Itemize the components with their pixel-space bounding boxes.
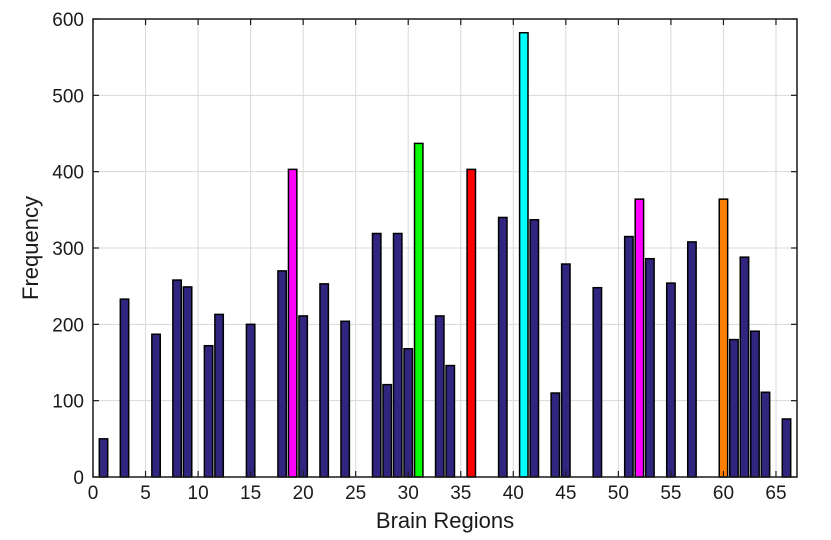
x-tick-label: 40 — [503, 483, 524, 504]
x-tick-label: 60 — [713, 483, 734, 504]
ticks: 0 5 10 15 20 25 30 35 40 45 50 55 60 65 0 100 200 300 400 5… — [52, 10, 797, 504]
bar-region-15 — [245, 323, 256, 478]
bar-region-31 — [413, 142, 424, 478]
bars — [98, 31, 792, 478]
x-tick-label: 50 — [608, 483, 629, 504]
bar-region-28 — [382, 383, 393, 478]
x-tick-label: 25 — [345, 483, 366, 504]
x-tick-label: 55 — [660, 483, 681, 504]
y-tick-label: 100 — [52, 392, 84, 413]
bar-region-39 — [497, 216, 508, 478]
y-tick-label: 0 — [73, 468, 84, 489]
x-tick-label: 10 — [188, 483, 209, 504]
y-tick-label: 400 — [52, 163, 84, 184]
bar-region-11 — [203, 344, 214, 478]
y-tick-label: 200 — [52, 315, 84, 336]
x-tick-label: 5 — [140, 483, 151, 504]
grid — [93, 19, 797, 477]
bar-region-29 — [392, 232, 403, 478]
bar-region-41 — [518, 31, 529, 478]
bar-region-9 — [182, 286, 193, 478]
bar-region-53 — [644, 257, 655, 478]
x-tick-label: 30 — [398, 483, 419, 504]
bar-region-3 — [119, 298, 130, 478]
bar-region-61 — [729, 338, 739, 478]
y-axis-title: Frequency — [18, 196, 43, 300]
bar-region-1 — [98, 438, 109, 478]
bar-region-19 — [287, 168, 298, 478]
bar-region-27 — [371, 232, 382, 478]
x-tick-label: 15 — [240, 483, 261, 504]
bar-region-52 — [634, 198, 645, 478]
bar-region-63 — [750, 330, 760, 478]
bar-region-51 — [623, 235, 634, 478]
x-tick-label: 20 — [293, 483, 314, 504]
bar-region-18 — [277, 270, 288, 478]
bar-region-55 — [665, 282, 676, 478]
x-tick-label: 65 — [765, 483, 786, 504]
bar-region-33 — [434, 315, 445, 478]
x-tick-label: 0 — [88, 483, 99, 504]
bar-region-45 — [560, 263, 571, 478]
bar-region-42 — [529, 219, 540, 478]
bar-region-60 — [718, 198, 729, 478]
bar-region-12 — [214, 313, 225, 478]
x-tick-label: 35 — [450, 483, 471, 504]
bar-region-30 — [403, 348, 414, 478]
bar-region-34 — [445, 364, 456, 478]
bar-region-66 — [781, 418, 792, 478]
y-tick-label: 600 — [52, 10, 84, 31]
y-tick-label: 500 — [52, 86, 84, 107]
bar-region-8 — [172, 279, 183, 478]
bar-region-6 — [151, 333, 161, 478]
bar-region-48 — [592, 286, 603, 478]
bar-region-24 — [340, 320, 351, 478]
bar-region-57 — [686, 241, 697, 478]
x-tick-label: 45 — [555, 483, 576, 504]
bar-region-62 — [739, 256, 750, 478]
y-tick-label: 300 — [52, 239, 84, 260]
bar-region-64 — [760, 391, 771, 478]
bar-region-22 — [319, 283, 330, 478]
bar-region-36 — [466, 168, 477, 478]
x-axis-title: Brain Regions — [376, 508, 514, 533]
bar-region-44 — [550, 392, 561, 478]
bar-region-20 — [298, 315, 309, 478]
